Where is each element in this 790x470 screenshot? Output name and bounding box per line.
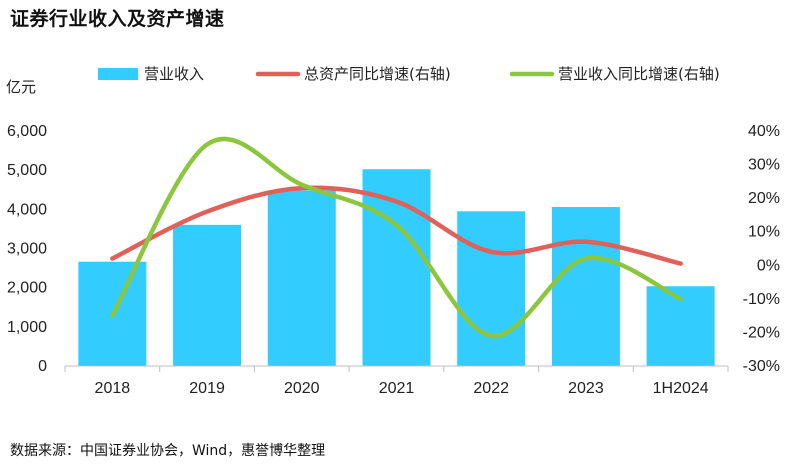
left-axis-tick-label: 5,000 — [7, 162, 47, 179]
revenue-bar — [173, 224, 242, 366]
left-axis: 0 1,000 2,000 3,000 4,000 5,000 6,000 — [7, 123, 47, 375]
revenue-bar — [362, 169, 431, 366]
chart-title: 证券行业收入及资产增速 — [10, 8, 225, 30]
left-axis-tick-label: 6,000 — [7, 123, 47, 140]
left-axis-tick-label: 1,000 — [7, 319, 47, 336]
x-axis-tick-label: 2019 — [189, 380, 225, 397]
right-axis-tick-label: -10% — [743, 291, 780, 308]
x-axis-tick-label: 1H2024 — [653, 380, 709, 397]
x-axis-tick-label: 2021 — [379, 380, 415, 397]
right-axis-tick-label: 0% — [757, 257, 780, 274]
right-axis-tick-label: -20% — [743, 324, 780, 341]
revenue-bar — [457, 211, 526, 366]
right-axis-tick-label: 10% — [748, 224, 780, 241]
right-axis-tick-label: -30% — [743, 358, 780, 375]
right-axis-tick-label: 40% — [748, 123, 780, 140]
right-axis-tick-label: 20% — [748, 190, 780, 207]
bar-series — [78, 169, 715, 366]
line-series — [110, 136, 683, 339]
left-axis-tick-label: 2,000 — [7, 280, 47, 297]
right-axis-tick-label: 30% — [748, 157, 780, 174]
revenue-bar — [267, 190, 336, 366]
revenue-growth-line — [110, 136, 683, 339]
x-axis-tick-label: 2018 — [95, 380, 131, 397]
left-axis-tick-label: 0 — [38, 358, 47, 375]
left-axis-tick-label: 4,000 — [7, 201, 47, 218]
legend-swatch-bar — [98, 68, 138, 80]
x-axis-tick-label: 2022 — [473, 380, 509, 397]
source-note: 数据来源：中国证券业协会，Wind，惠誉博华整理 — [10, 443, 326, 459]
legend-label: 营业收入同比增速(右轴) — [558, 65, 720, 83]
chart-legend: 营业收入 总资产同比增速(右轴) 营业收入同比增速(右轴) — [98, 65, 720, 83]
left-axis-unit-label: 亿元 — [6, 78, 36, 96]
legend-label: 营业收入 — [144, 65, 204, 83]
x-axis-tick-label: 2020 — [284, 380, 320, 397]
x-axis-tick-label: 2023 — [568, 380, 604, 397]
revenue-bar — [551, 207, 620, 366]
x-axis: 2018 2019 2020 2021 2022 2023 1H2024 — [64, 365, 729, 397]
total-assets-growth-line — [110, 185, 683, 266]
right-axis: -30% -20% -10% 0% 10% 20% 30% 40% — [743, 123, 780, 375]
legend-label: 总资产同比增速(右轴) — [304, 65, 451, 83]
left-axis-tick-label: 3,000 — [7, 241, 47, 258]
